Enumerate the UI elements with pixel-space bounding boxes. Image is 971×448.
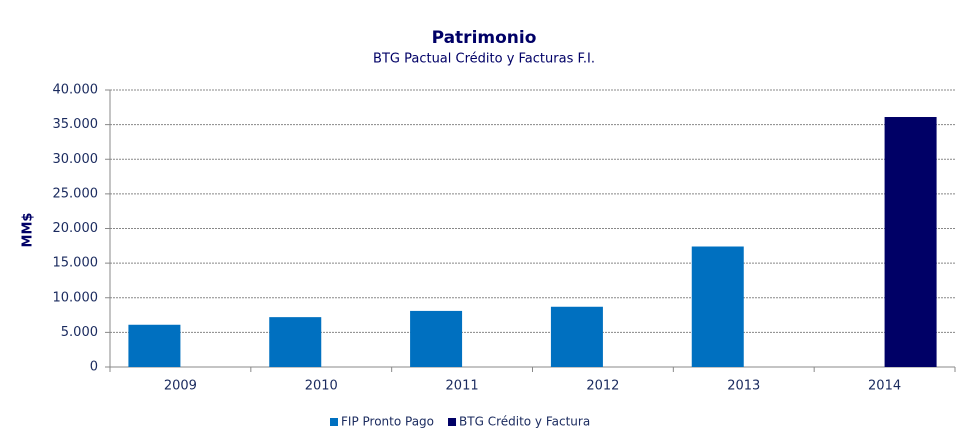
legend-swatch: [330, 418, 338, 426]
bar: [550, 306, 603, 367]
x-tick-label: 2009: [164, 379, 197, 394]
y-tick-label: 35.000: [53, 117, 99, 132]
y-tick-label: 25.000: [53, 186, 99, 201]
bar: [691, 246, 744, 367]
y-tick-label: 0: [90, 360, 98, 375]
y-tick-label: 10.000: [53, 290, 99, 305]
x-tick-label: 2010: [305, 379, 338, 394]
x-tick-label: 2011: [446, 379, 479, 394]
x-tick-label: 2012: [586, 379, 619, 394]
legend-label: FIP Pronto Pago: [341, 415, 434, 429]
y-tick-label: 5.000: [61, 325, 98, 340]
y-tick-label: 40.000: [53, 83, 99, 98]
bar: [884, 117, 937, 367]
x-tick-label: 2013: [727, 379, 760, 394]
y-tick-label: 15.000: [53, 256, 99, 271]
chart-subtitle: BTG Pactual Crédito y Facturas F.I.: [373, 52, 595, 67]
y-tick-label: 30.000: [53, 152, 99, 167]
chart-title: Patrimonio: [432, 28, 537, 48]
legend-label: BTG Crédito y Factura: [459, 415, 590, 429]
bar: [128, 324, 181, 367]
y-axis-label: MM$: [21, 213, 36, 248]
bar: [269, 317, 322, 367]
bar: [410, 310, 463, 367]
y-tick-label: 20.000: [53, 221, 99, 236]
x-tick-label: 2014: [868, 379, 901, 394]
legend-swatch: [448, 418, 457, 426]
